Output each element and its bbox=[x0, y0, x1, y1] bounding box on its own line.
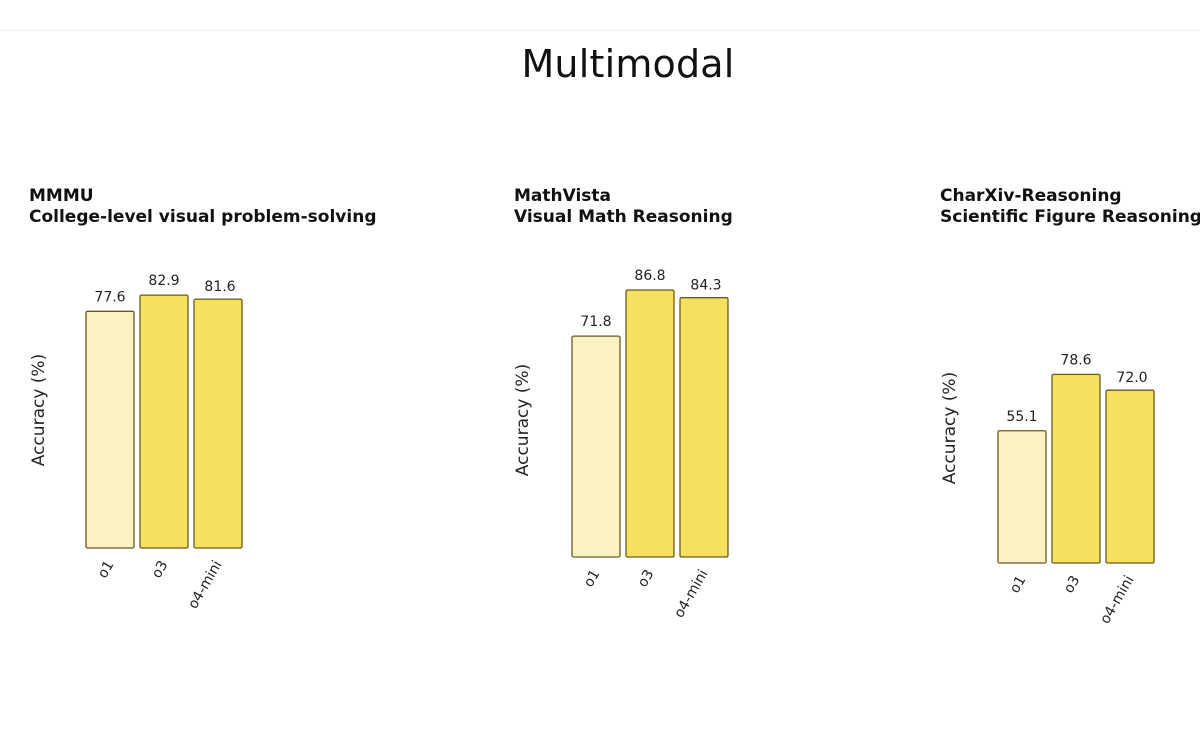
chart-heading-charxiv: CharXiv-Reasoning Scientific Figure Reas… bbox=[940, 186, 1200, 228]
data-label: 81.6 bbox=[204, 279, 235, 295]
data-label: 55.1 bbox=[1006, 409, 1037, 425]
y-axis-label: Accuracy (%) bbox=[940, 372, 960, 484]
data-label: 78.6 bbox=[1060, 352, 1091, 368]
bar-o1 bbox=[997, 430, 1047, 564]
bar-o1 bbox=[85, 310, 135, 549]
x-tick-label: o3 bbox=[1061, 573, 1084, 596]
data-label: 84.3 bbox=[690, 278, 721, 294]
x-tick-label: o4-mini bbox=[671, 567, 711, 621]
bar-o3 bbox=[625, 289, 675, 558]
y-axis-label: Accuracy (%) bbox=[513, 364, 533, 476]
bar-o4-mini bbox=[1105, 389, 1155, 564]
chart-group: Accuracy (%) 77.6 o1 82.9 o3 81.6 o4-mini bbox=[29, 273, 243, 612]
bar-o3 bbox=[139, 294, 189, 549]
top-divider bbox=[0, 30, 1200, 31]
chart-group: Accuracy (%) 55.1 o1 78.6 o3 72.0 o4-mini bbox=[940, 352, 1155, 627]
x-tick-label: o1 bbox=[581, 567, 604, 590]
chart-title: MMMU bbox=[29, 186, 94, 206]
page-title: Multimodal bbox=[521, 42, 735, 86]
chart-group: Accuracy (%) 71.8 o1 86.8 o3 84.3 o4-mini bbox=[513, 268, 729, 621]
chart-heading-mathvista: MathVista Visual Math Reasoning bbox=[514, 186, 733, 228]
data-label: 72.0 bbox=[1116, 370, 1147, 386]
chart-title: CharXiv-Reasoning bbox=[940, 186, 1122, 206]
bar-o1 bbox=[571, 335, 621, 558]
chart-title: MathVista bbox=[514, 186, 612, 206]
chart-subtitle: Visual Math Reasoning bbox=[514, 207, 733, 227]
x-tick-label: o4-mini bbox=[185, 558, 225, 612]
data-label: 71.8 bbox=[580, 314, 611, 330]
bar-o3 bbox=[1051, 373, 1101, 564]
chart-subtitle: Scientific Figure Reasoning bbox=[940, 207, 1200, 227]
x-tick-label: o1 bbox=[1007, 573, 1030, 596]
x-tick-label: o3 bbox=[635, 567, 658, 590]
data-label: 86.8 bbox=[634, 268, 665, 284]
x-tick-label: o4-mini bbox=[1097, 573, 1137, 627]
data-label: 77.6 bbox=[94, 289, 125, 305]
data-label: 82.9 bbox=[148, 273, 179, 289]
bar-o4-mini bbox=[679, 297, 729, 558]
x-tick-label: o1 bbox=[95, 558, 118, 581]
chart-heading-mmmu: MMMU College-level visual problem-solvin… bbox=[29, 186, 377, 228]
bar-o4-mini bbox=[193, 298, 243, 549]
chart-subtitle: College-level visual problem-solving bbox=[29, 207, 377, 227]
y-axis-label: Accuracy (%) bbox=[29, 354, 49, 466]
x-tick-label: o3 bbox=[149, 558, 172, 581]
